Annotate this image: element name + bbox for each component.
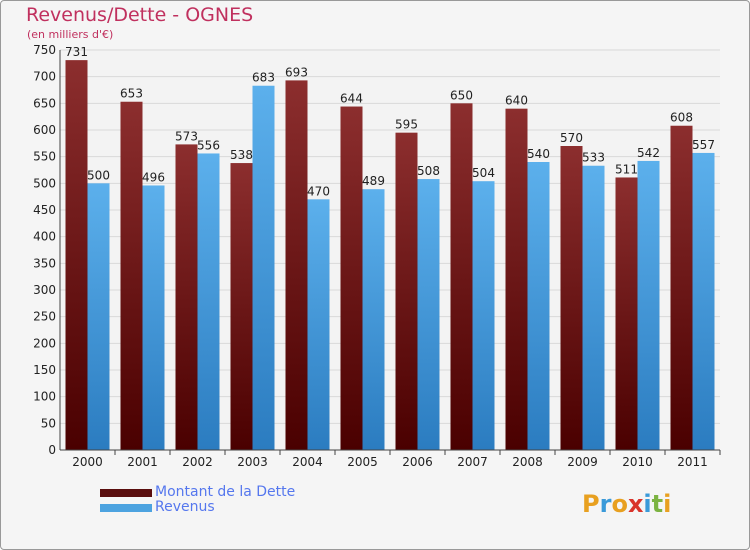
y-tick-label: 0 [48, 443, 56, 457]
bar-dette [670, 125, 693, 450]
bar-revenus [252, 85, 275, 450]
legend-swatch-dette [100, 489, 152, 497]
y-tick-label: 100 [33, 390, 56, 404]
data-label-revenus: 500 [87, 168, 110, 182]
bar-revenus [307, 199, 330, 450]
data-label-dette: 573 [175, 129, 198, 143]
bar-dette [560, 146, 583, 450]
x-tick-label: 2001 [127, 455, 158, 469]
data-label-dette: 608 [670, 111, 693, 125]
legend-label-revenus: Revenus [155, 499, 215, 515]
data-label-revenus: 557 [692, 138, 715, 152]
bar-revenus [637, 160, 660, 450]
data-label-dette: 731 [65, 45, 88, 59]
data-label-dette: 693 [285, 65, 308, 79]
y-tick-label: 750 [33, 43, 56, 57]
data-label-revenus: 556 [197, 138, 220, 152]
logo-letter: t [651, 490, 664, 518]
x-tick-label: 2005 [347, 455, 378, 469]
bar-revenus [362, 189, 385, 450]
plot-background [60, 50, 720, 450]
data-label-revenus: 542 [637, 146, 660, 160]
chart-subtitle: (en milliers d'€) [27, 28, 114, 41]
x-tick-label: 2004 [292, 455, 323, 469]
data-label-dette: 650 [450, 88, 473, 102]
data-label-revenus: 496 [142, 170, 165, 184]
data-label-dette: 653 [120, 87, 143, 101]
logo-letter: x [627, 490, 644, 518]
y-tick-label: 450 [33, 203, 56, 217]
bar-dette [450, 103, 473, 450]
bar-revenus [197, 153, 220, 450]
logo-letter: r [599, 490, 612, 518]
data-label-revenus: 533 [582, 151, 605, 165]
data-label-dette: 511 [615, 162, 638, 176]
y-tick-label: 400 [33, 230, 56, 244]
bar-revenus [527, 162, 550, 450]
data-label-revenus: 470 [307, 184, 330, 198]
x-tick-label: 2003 [237, 455, 268, 469]
y-tick-label: 350 [33, 256, 56, 270]
y-tick-label: 500 [33, 176, 56, 190]
bar-dette [175, 144, 198, 450]
bar-dette [120, 101, 143, 450]
x-tick-label: 2006 [402, 455, 433, 469]
x-tick-label: 2011 [677, 455, 708, 469]
y-tick-label: 250 [33, 310, 56, 324]
y-tick-label: 50 [41, 416, 56, 430]
logo-letter: i [663, 490, 672, 518]
data-label-dette: 570 [560, 131, 583, 145]
data-label-dette: 644 [340, 92, 363, 106]
y-tick-label: 200 [33, 336, 56, 350]
bar-dette [230, 163, 253, 451]
y-tick-label: 650 [33, 96, 56, 110]
x-tick-label: 2002 [182, 455, 213, 469]
data-label-dette: 640 [505, 94, 528, 108]
proxiti-logo: Proxiti [582, 490, 671, 518]
y-tick-label: 150 [33, 363, 56, 377]
plot-area [60, 50, 720, 450]
x-tick-label: 2000 [72, 455, 103, 469]
data-label-dette: 595 [395, 118, 418, 132]
legend-label-dette: Montant de la Dette [155, 484, 296, 500]
bar-dette [615, 177, 638, 450]
data-label-revenus: 540 [527, 147, 550, 161]
logo-letter: i [643, 490, 652, 518]
data-label-revenus: 504 [472, 166, 495, 180]
legend-swatch-revenus [100, 504, 152, 512]
y-tick-label: 300 [33, 283, 56, 297]
x-tick-label: 2007 [457, 455, 488, 469]
bar-revenus [582, 165, 605, 450]
data-label-revenus: 489 [362, 174, 385, 188]
bar-revenus [142, 185, 165, 450]
y-tick-label: 700 [33, 70, 56, 84]
bar-dette [505, 108, 528, 451]
y-tick-label: 550 [33, 150, 56, 164]
data-label-revenus: 508 [417, 164, 440, 178]
logo-letter: P [582, 490, 600, 518]
bar-revenus [692, 152, 715, 450]
y-tick-label: 600 [33, 123, 56, 137]
bar-dette [65, 60, 88, 451]
bar-revenus [472, 181, 495, 450]
x-tick-label: 2009 [567, 455, 598, 469]
chart-title: Revenus/Dette - OGNES [26, 4, 254, 26]
bar-dette [285, 80, 308, 451]
x-tick-label: 2008 [512, 455, 543, 469]
bar-dette [395, 132, 418, 450]
bars-group [65, 60, 715, 451]
bar-dette [340, 106, 363, 451]
bar-revenus [417, 179, 440, 451]
axes-group: 0501001502002503003504004505005506006507… [33, 43, 721, 469]
x-tick-label: 2010 [622, 455, 653, 469]
data-label-dette: 538 [230, 148, 253, 162]
bar-revenus [87, 183, 110, 451]
data-label-revenus: 683 [252, 71, 275, 85]
logo-letter: o [611, 490, 628, 518]
